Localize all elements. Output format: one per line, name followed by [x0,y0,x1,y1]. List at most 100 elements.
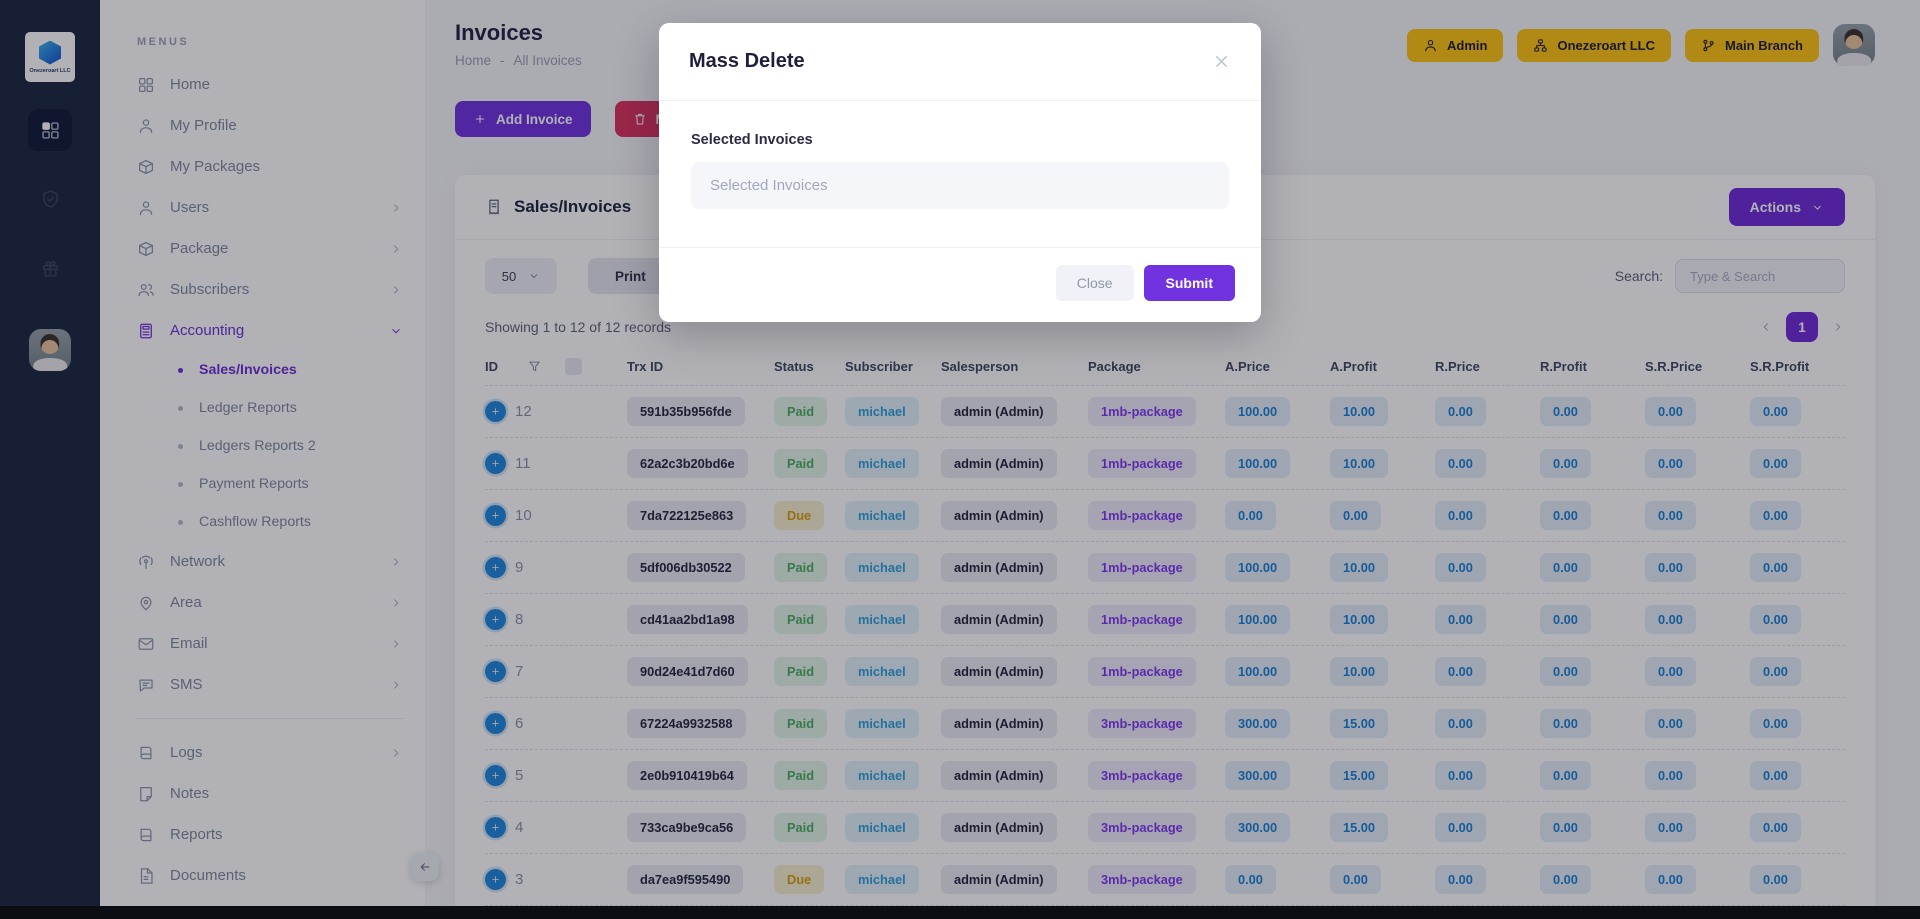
sidebar-item-label: Notes [170,785,210,802]
sidebar-item-sms[interactable]: SMS [137,664,403,705]
a-profit-pill: 10.00 [1330,449,1389,478]
plus-icon [490,718,501,729]
sr-price-pill: 0.00 [1645,397,1696,426]
status-badge: Paid [774,813,828,842]
expand-row-button[interactable] [485,661,506,682]
user-icon [137,199,155,217]
column-header-s-r-profit: S.R.Profit [1750,359,1810,374]
sidebar-collapse-button[interactable] [411,853,439,881]
controls-left: 50 Print [485,258,673,294]
card-controls: 50 Print Search: [455,240,1875,300]
expand-row-button[interactable] [485,401,506,422]
add-invoice-button[interactable]: Add Invoice [455,101,591,137]
brand-logo[interactable]: Onezeroart LLC [25,32,75,82]
pagination-prev-icon[interactable] [1759,320,1773,334]
sidebar-item-label: Documents [170,867,246,884]
expand-row-button[interactable] [485,609,506,630]
subscriber-pill: michael [845,449,919,478]
sidebar-item-network[interactable]: Network [137,541,403,582]
table-row: 11 62a2c3b20bd6e Paid michael admin (Admin) 1… [485,438,1845,490]
select-all-checkbox[interactable] [565,358,582,375]
brand-logo-text: Onezeroart LLC [29,67,71,74]
rail-item-shield-check[interactable] [28,178,72,220]
sidebar-item-accounting[interactable]: Accounting [137,310,403,351]
plus-icon [490,562,501,573]
topbar-button-main-branch[interactable]: Main Branch [1684,28,1819,62]
topbar-button-admin[interactable]: Admin [1407,28,1504,62]
submit-button[interactable]: Submit [1143,265,1235,301]
sr-price-pill: 0.00 [1645,709,1696,738]
r-price-pill: 0.00 [1435,501,1486,530]
expand-row-button[interactable] [485,817,506,838]
topbar-button-onezeroart-llc[interactable]: Onezeroart LLC [1517,28,1671,62]
sidebar-item-label: Email [170,635,208,652]
trx-id-pill: 2e0b910419b64 [627,761,747,790]
status-badge: Paid [774,605,828,634]
sidebar-subitem-ledgers-reports-2[interactable]: Ledgers Reports 2 [137,427,403,465]
sidebar-item-package[interactable]: Package [137,228,403,269]
a-price-pill: 300.00 [1225,761,1291,790]
sidebar-item-email[interactable]: Email [137,623,403,664]
rail-user-avatar[interactable] [29,329,71,371]
sidebar-item-home[interactable]: Home [137,64,403,105]
status-badge: Paid [774,397,828,426]
header-user-avatar[interactable] [1833,24,1875,66]
sr-price-pill: 0.00 [1645,813,1696,842]
add-invoice-label: Add Invoice [496,111,573,127]
sidebar-item-my-packages[interactable]: My Packages [137,146,403,187]
a-price-pill: 0.00 [1225,501,1276,530]
page-size-select[interactable]: 50 [485,258,557,294]
sidebar-subitem-cashflow-reports[interactable]: Cashflow Reports [137,503,403,541]
sidebar-subitem-sales-invoices[interactable]: Sales/Invoices [137,351,403,389]
search-input[interactable] [1675,259,1845,293]
sidebar-item-documents[interactable]: Documents [137,855,403,896]
gift-icon [40,258,61,279]
rail-item-grid[interactable] [28,109,72,151]
pagination-next-icon[interactable] [1831,320,1845,334]
sidebar-item-area[interactable]: Area [137,582,403,623]
sidebar-subitem-ledger-reports[interactable]: Ledger Reports [137,389,403,427]
chevron-right-icon [389,746,403,760]
expand-row-button[interactable] [485,869,506,890]
close-button[interactable]: Close [1055,265,1134,301]
sidebar-subitem-payment-reports[interactable]: Payment Reports [137,465,403,503]
actions-button[interactable]: Actions [1728,188,1845,226]
selected-invoices-input[interactable] [691,162,1229,209]
expand-row-button[interactable] [485,713,506,734]
sr-price-pill: 0.00 [1645,657,1696,686]
chevron-right-icon [389,242,403,256]
r-profit-pill: 0.00 [1540,605,1591,634]
subscriber-pill: michael [845,501,919,530]
avatar-face [40,334,60,354]
r-profit-pill: 0.00 [1540,761,1591,790]
a-profit-pill: 10.00 [1330,657,1389,686]
close-icon[interactable] [1212,52,1231,71]
records-summary: Showing 1 to 12 of 12 records [485,319,672,335]
sidebar-item-subscribers[interactable]: Subscribers [137,269,403,310]
r-price-pill: 0.00 [1435,605,1486,634]
expand-row-button[interactable] [485,453,506,474]
expand-row-button[interactable] [485,765,506,786]
sidebar-item-notes[interactable]: Notes [137,773,403,814]
sidebar-subitem-label: Ledger Reports [199,400,297,416]
rail-item-gift[interactable] [28,247,72,289]
sidebar-item-logs[interactable]: Logs [137,732,403,773]
sidebar-item-my-profile[interactable]: My Profile [137,105,403,146]
pagination-page-1[interactable]: 1 [1786,312,1818,342]
topbar: Admin Onezeroart LLC Main Branch [1407,24,1875,66]
sidebar-item-label: Users [170,199,210,216]
sidebar-item-users[interactable]: Users [137,187,403,228]
search-group: Search: [1615,259,1845,293]
mail-icon [137,635,155,653]
trx-id-pill: 62a2c3b20bd6e [627,449,748,478]
breadcrumb-home[interactable]: Home [455,53,492,68]
expand-row-button[interactable] [485,557,506,578]
a-profit-pill: 10.00 [1330,397,1389,426]
a-profit-pill: 0.00 [1330,501,1381,530]
book-icon [137,826,155,844]
sidebar-item-reports[interactable]: Reports [137,814,403,855]
home-grid-icon [137,76,155,94]
print-button[interactable]: Print [588,258,673,294]
expand-row-button[interactable] [485,505,506,526]
sr-profit-pill: 0.00 [1750,501,1801,530]
